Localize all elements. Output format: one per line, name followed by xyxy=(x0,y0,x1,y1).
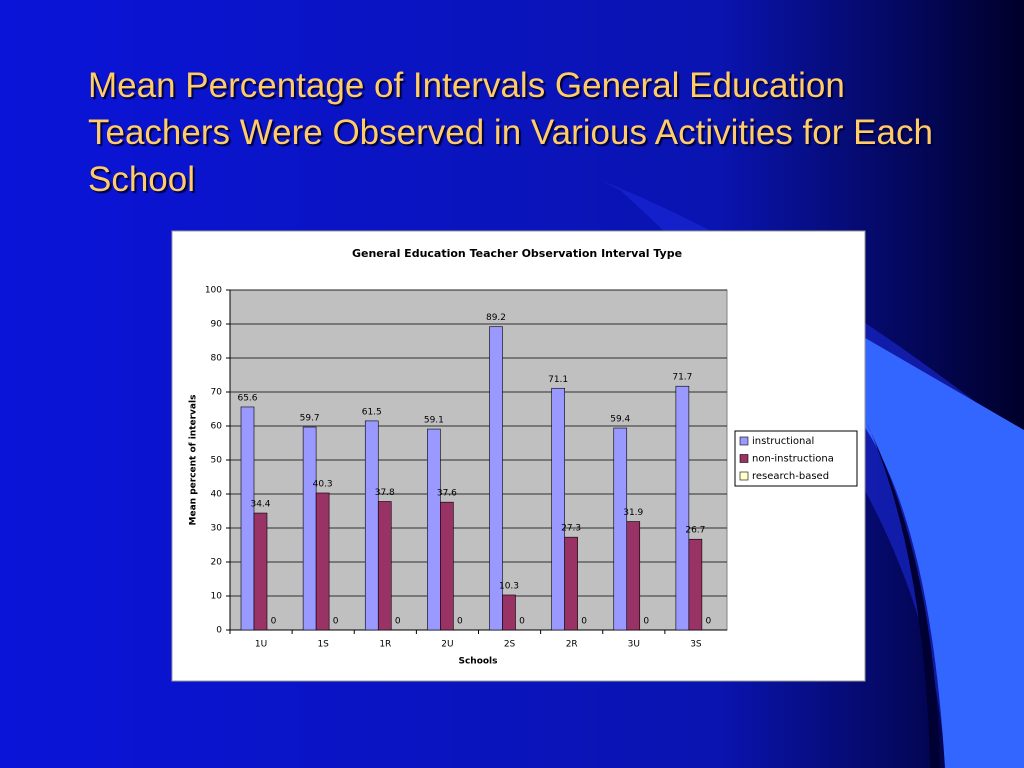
data-label: 27.3 xyxy=(561,524,581,534)
data-label: 26.7 xyxy=(685,526,705,536)
bar xyxy=(240,406,255,631)
bar xyxy=(675,385,690,631)
data-label: 37.8 xyxy=(375,488,395,498)
bar xyxy=(364,420,379,631)
bar xyxy=(440,501,454,631)
bar xyxy=(489,326,503,631)
data-label: 0 xyxy=(581,617,587,627)
x-tick-label: 3S xyxy=(690,640,702,650)
data-label: 0 xyxy=(519,617,525,627)
data-label: 37.6 xyxy=(437,489,457,499)
bar xyxy=(502,594,516,631)
y-axis-label: Mean percent of intervals xyxy=(189,395,199,526)
chart-title: General Education Teacher Observation In… xyxy=(352,247,682,260)
legend-label: non-instructiona xyxy=(752,454,834,465)
y-tick-label: 50 xyxy=(211,456,223,466)
x-tick-label: 2R xyxy=(566,640,578,650)
slide-title: Mean Percentage of Intervals General Edu… xyxy=(88,66,933,199)
data-label: 0 xyxy=(271,617,277,627)
bar xyxy=(302,426,317,631)
data-label: 0 xyxy=(333,617,339,627)
data-label: 40.3 xyxy=(313,479,333,489)
y-tick-label: 100 xyxy=(205,286,222,296)
y-tick-label: 70 xyxy=(211,388,223,398)
data-label: 31.9 xyxy=(623,508,643,518)
data-label: 59.4 xyxy=(610,415,630,425)
data-label: 0 xyxy=(395,617,401,627)
data-label: 34.4 xyxy=(250,500,270,510)
data-label: 0 xyxy=(706,617,712,627)
data-label: 59.1 xyxy=(424,416,444,426)
y-tick-label: 20 xyxy=(211,558,223,568)
data-label: 10.3 xyxy=(499,581,519,591)
x-tick-label: 1R xyxy=(379,640,391,650)
x-tick-label: 1S xyxy=(317,640,329,650)
x-tick-label: 3U xyxy=(628,640,640,650)
x-axis-label: Schools xyxy=(458,657,497,667)
bar xyxy=(315,492,330,631)
bar xyxy=(626,521,641,631)
legend-swatch xyxy=(739,471,749,481)
data-label: 71.1 xyxy=(548,375,568,385)
data-label: 65.6 xyxy=(237,393,257,403)
y-tick-label: 60 xyxy=(211,422,223,432)
bar xyxy=(427,428,441,631)
x-tick-label: 2S xyxy=(504,640,516,650)
bar xyxy=(564,536,578,631)
y-tick-label: 0 xyxy=(216,626,222,636)
legend-label: instructional xyxy=(752,436,814,447)
y-tick-label: 10 xyxy=(211,592,223,602)
bar xyxy=(253,512,268,631)
y-tick-label: 30 xyxy=(211,524,223,534)
legend-swatch xyxy=(739,436,749,446)
bar xyxy=(613,427,628,631)
bar xyxy=(551,387,565,631)
y-tick-label: 90 xyxy=(211,320,223,330)
x-tick-label: 2U xyxy=(441,640,453,650)
data-label: 0 xyxy=(643,617,649,627)
bar xyxy=(688,538,703,631)
x-tick-label: 1U xyxy=(255,640,267,650)
bar xyxy=(377,501,392,631)
data-label: 61.5 xyxy=(362,407,382,417)
data-label: 71.7 xyxy=(672,373,692,383)
data-label: 59.7 xyxy=(300,414,320,424)
legend xyxy=(734,430,858,487)
data-label: 89.2 xyxy=(486,313,506,323)
y-tick-label: 40 xyxy=(211,490,223,500)
legend-swatch xyxy=(739,454,749,463)
legend-label: research-based xyxy=(752,471,829,482)
data-label: 0 xyxy=(457,617,463,627)
y-tick-label: 80 xyxy=(211,354,223,364)
